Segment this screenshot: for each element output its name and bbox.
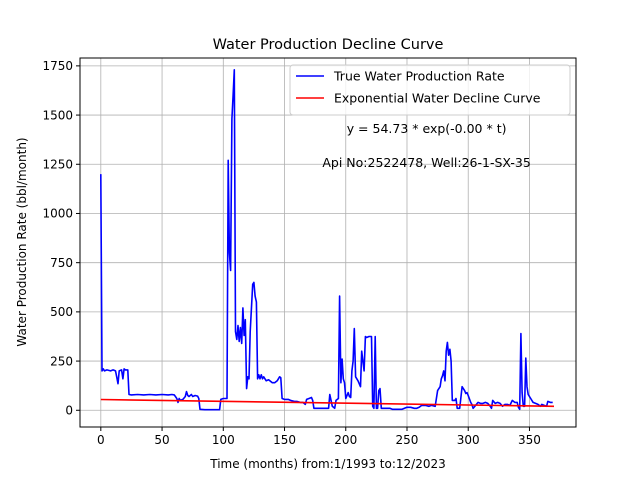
- x-tick-label: 100: [212, 433, 235, 447]
- y-tick-label: 1750: [42, 59, 73, 73]
- well-annotation: Api No:2522478, Well:26-1-SX-35: [322, 155, 530, 170]
- y-tick-label: 1000: [42, 207, 73, 221]
- legend: True Water Production Rate Exponential W…: [289, 64, 571, 116]
- y-tick-label: 500: [50, 305, 73, 319]
- y-tick-label: 1250: [42, 157, 73, 171]
- legend-label-decline-curve: Exponential Water Decline Curve: [334, 91, 541, 106]
- x-tick-label: 0: [97, 433, 105, 447]
- x-tick-label: 300: [457, 433, 480, 447]
- y-tick-label: 250: [50, 354, 73, 368]
- y-tick-label: 0: [65, 403, 73, 417]
- chart-title: Water Production Decline Curve: [213, 37, 444, 53]
- y-tick-label: 750: [50, 256, 73, 270]
- series-line-true-rate: [100, 69, 553, 411]
- x-axis-label: Time (months) from:1/1993 to:12/2023: [209, 457, 446, 471]
- legend-box: [289, 64, 571, 116]
- x-tick-label: 250: [396, 433, 419, 447]
- series-line-decline-curve: [100, 398, 555, 408]
- legend-label-true-rate: True Water Production Rate: [333, 69, 505, 84]
- x-tick-label: 150: [273, 433, 296, 447]
- y-axis-label: Water Production Rate (bbl/month): [15, 137, 29, 346]
- x-tick-label: 350: [518, 433, 541, 447]
- axis-ticks: 0 50 100 150 200 250 300 350 0 250 500 750 1000 1250 1…: [42, 59, 540, 447]
- x-tick-label: 200: [334, 433, 357, 447]
- y-tick-label: 1500: [42, 108, 73, 122]
- series-layer: [100, 69, 555, 411]
- equation-annotation: y = 54.73 * exp(-0.00 * t): [347, 121, 507, 136]
- plot-frame: [79, 57, 577, 428]
- x-tick-label: 50: [154, 433, 169, 447]
